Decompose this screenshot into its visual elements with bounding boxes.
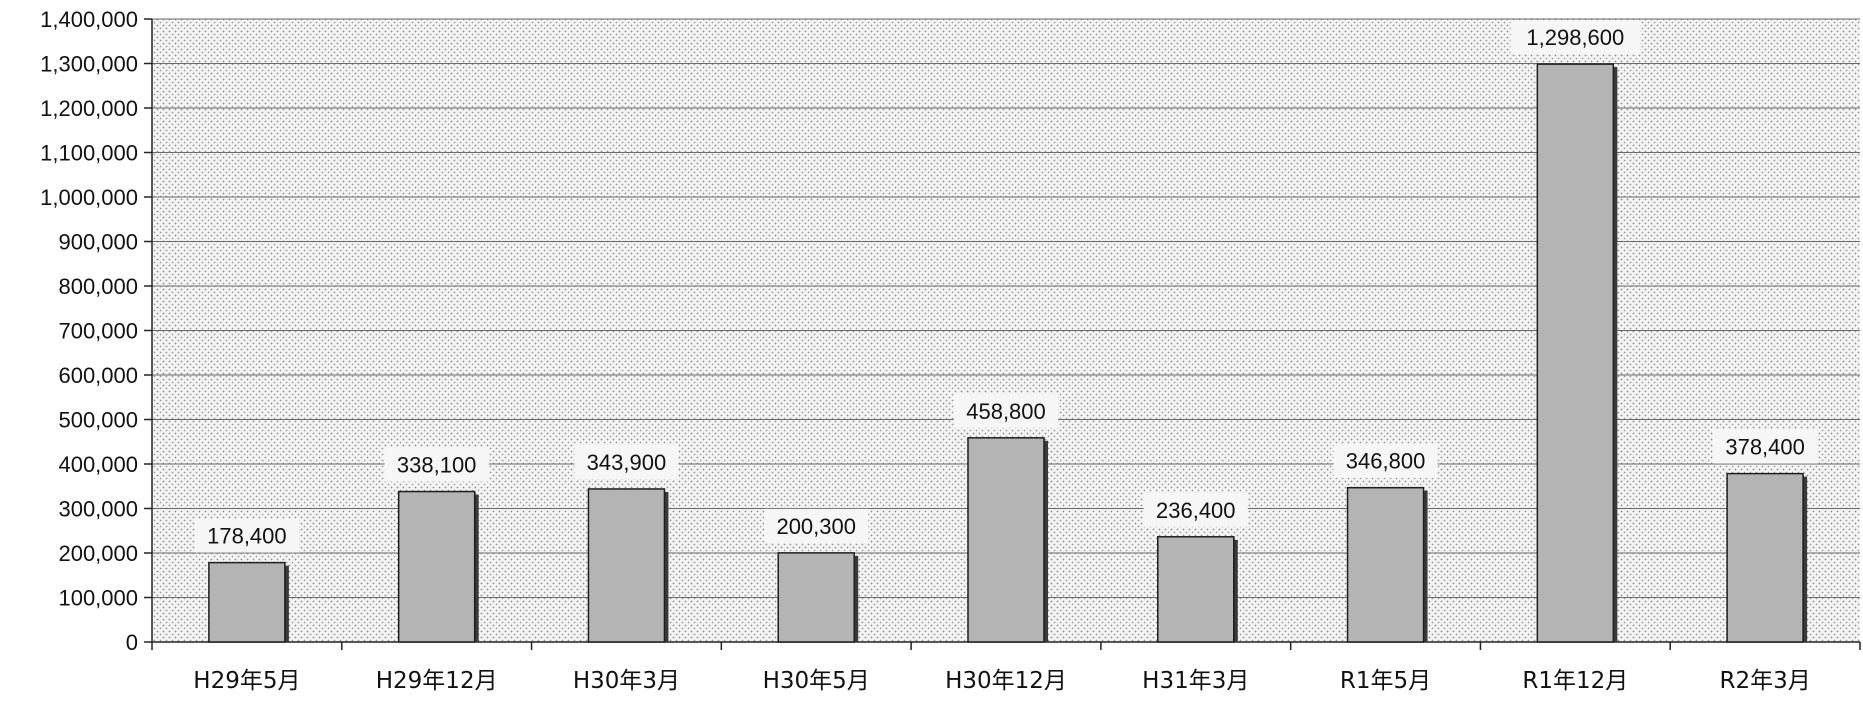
data-label-background	[1713, 429, 1818, 464]
bar	[1346, 486, 1425, 643]
y-tick-label: 500,000	[58, 408, 138, 433]
x-tick-label: H29年5月	[193, 668, 300, 694]
bar	[397, 490, 476, 643]
data-label: 178,400	[207, 524, 287, 549]
data-label-background	[574, 444, 679, 479]
bar	[1157, 536, 1235, 643]
bar	[967, 437, 1045, 643]
data-labels: 178,400 338,100 343,900 200,300 458,800 236,4…	[194, 20, 1818, 553]
y-tick-label: 700,000	[58, 319, 138, 344]
bar	[1536, 63, 1615, 643]
x-tick-label: R1年5月	[1340, 668, 1431, 694]
x-tick-label: H31年3月	[1142, 668, 1249, 694]
data-label-background	[384, 447, 489, 482]
x-tick-label: H30年12月	[945, 668, 1067, 694]
y-tick-label: 800,000	[58, 274, 138, 299]
x-tick-label: H30年5月	[763, 668, 870, 694]
data-label-background	[194, 518, 299, 553]
y-tick-label: 200,000	[58, 541, 138, 566]
bars	[208, 63, 1808, 643]
x-tick-label: R2年3月	[1719, 668, 1810, 694]
y-tick-label: 600,000	[58, 363, 138, 388]
y-tick-label: 1,200,000	[40, 96, 138, 121]
bar	[777, 552, 855, 643]
data-label: 346,800	[1346, 449, 1426, 474]
data-label-background	[1333, 443, 1438, 478]
data-label: 1,298,600	[1526, 25, 1624, 50]
y-tick-label: 0	[126, 630, 138, 655]
y-tick-label: 1,000,000	[40, 185, 138, 210]
data-label-background	[953, 393, 1059, 428]
bar	[208, 561, 286, 643]
y-tick-label: 1,100,000	[40, 141, 138, 166]
data-label-background	[764, 508, 869, 543]
x-tick-label: R1年12月	[1522, 668, 1628, 694]
data-label-background	[1143, 492, 1248, 527]
y-tick-label: 300,000	[58, 497, 138, 522]
bar	[587, 488, 666, 643]
data-label: 378,400	[1725, 435, 1805, 460]
data-label: 338,100	[397, 453, 477, 478]
y-tick-label: 1,400,000	[40, 7, 138, 32]
y-tick-label: 900,000	[58, 230, 138, 255]
data-label-background	[1510, 20, 1641, 55]
data-label: 236,400	[1156, 498, 1236, 523]
y-tick-label: 100,000	[58, 586, 138, 611]
x-tick-label: H29年12月	[376, 668, 498, 694]
y-tick-label: 1,300,000	[40, 52, 138, 77]
x-tick-label: H30年3月	[573, 668, 680, 694]
x-axis: H29年5月 H29年12月 H30年3月 H30年5月 H30年12月 H31年3月 R1…	[151, 641, 1861, 694]
data-label: 343,900	[587, 450, 667, 475]
y-tick-label: 400,000	[58, 452, 138, 477]
data-label: 200,300	[776, 514, 856, 539]
data-label: 458,800	[966, 399, 1046, 424]
y-axis: 0 100,000 200,000 300,000 400,000 500,000 600,…	[40, 7, 153, 655]
bar	[1726, 472, 1804, 643]
